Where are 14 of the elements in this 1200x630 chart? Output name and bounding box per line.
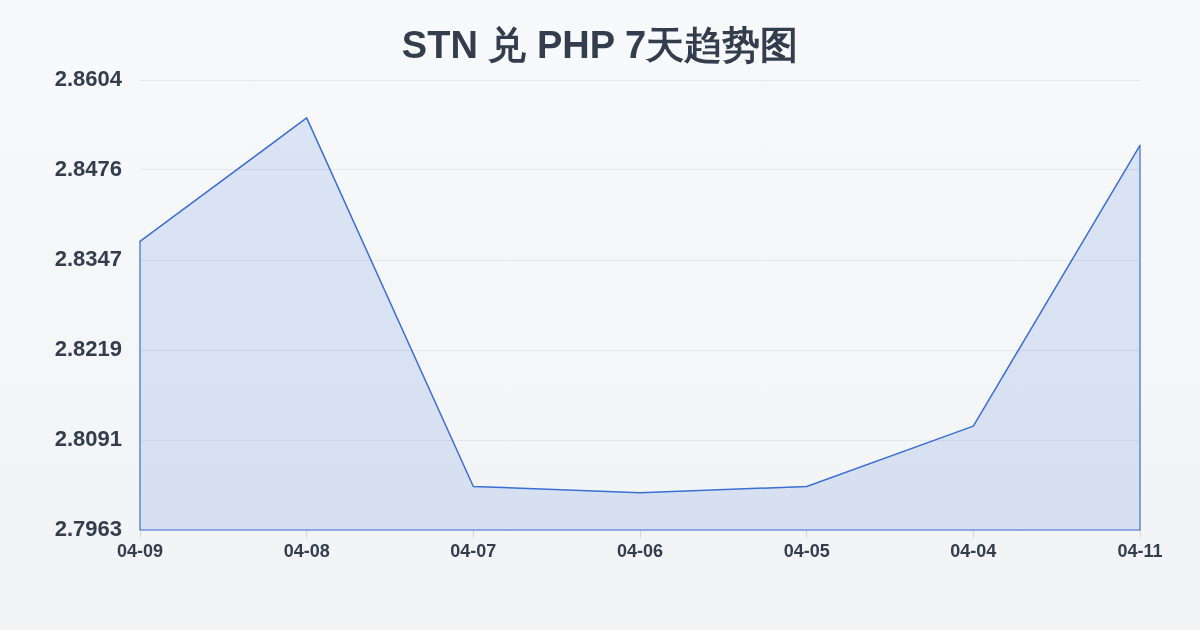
- x-tick-label: 04-11: [1117, 540, 1163, 561]
- x-tick-label: 04-06: [616, 540, 664, 561]
- x-tick-label: 04-07: [450, 540, 497, 561]
- chart-title: STN 兑 PHP 7天趋势图: [400, 23, 800, 68]
- y-tick-label: 2.8091: [54, 426, 122, 452]
- y-tick-label: 2.8347: [54, 246, 122, 272]
- y-tick-label: 2.8604: [54, 66, 123, 92]
- y-tick-label: 2.8476: [54, 155, 122, 181]
- y-tick-label: 2.8219: [54, 336, 122, 362]
- x-tick-label: 04-08: [283, 540, 330, 561]
- x-tick-label: 04-04: [950, 540, 997, 561]
- x-tick-label: 04-09: [116, 540, 164, 561]
- x-tick-label: 04-05: [783, 540, 830, 561]
- y-tick-label: 2.7963: [54, 516, 122, 542]
